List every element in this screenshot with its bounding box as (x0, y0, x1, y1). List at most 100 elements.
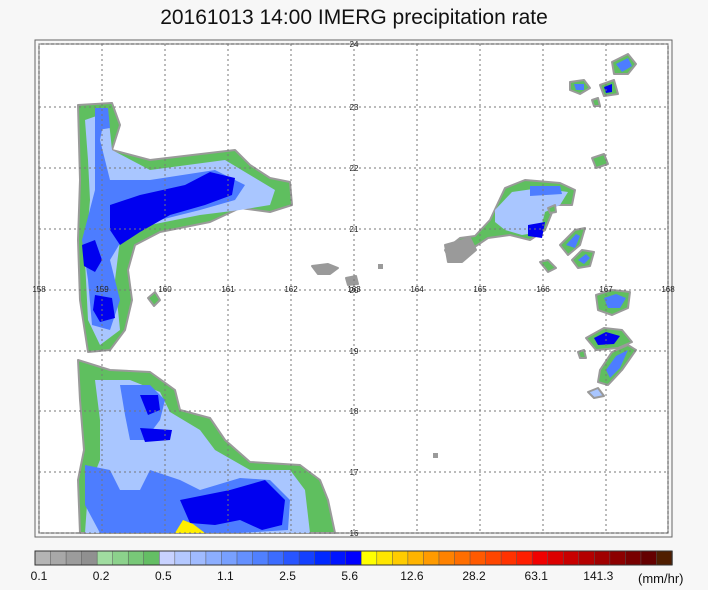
colorbar-swatch (65, 550, 83, 566)
colorbar-tick-label: 0.1 (31, 569, 48, 583)
colorbar-swatch (329, 550, 347, 566)
longitude-label: 161 (221, 285, 235, 294)
latitude-label: 21 (350, 225, 359, 234)
rain-cell-gray (433, 453, 438, 458)
colorbar-swatch (112, 550, 129, 566)
colorbar-swatch (469, 550, 487, 566)
colorbar-tick-label: 1.1 (217, 569, 234, 583)
colorbar-swatch (485, 550, 502, 566)
rain-core-deep-blue (140, 395, 160, 415)
longitude-label: 168 (661, 285, 675, 294)
rain-cell-blue (574, 84, 584, 90)
colorbar-swatch (314, 550, 331, 566)
graticule-labels: 158 159 160 161 162 163 164 165 166 167 168 16 17 18 1… (32, 40, 675, 538)
colorbar-swatch (454, 550, 471, 566)
rain-cell-blue (616, 58, 632, 72)
rain-cell-blue (604, 294, 626, 308)
colorbar-swatch (361, 550, 378, 566)
rain-core-deep-blue (140, 428, 172, 442)
rain-cell-green (147, 291, 161, 307)
longitude-label: 165 (473, 285, 487, 294)
colorbar-labels: 0.1 0.2 0.5 1.1 2.5 5.6 12.6 28.2 63.1 141.3 (31, 569, 614, 583)
colorbar-swatch (96, 550, 114, 566)
colorbar-swatch (656, 550, 673, 566)
colorbar-swatch (625, 550, 642, 566)
longitude-label: 162 (284, 285, 298, 294)
colorbar-swatch (34, 550, 52, 566)
rain-core-deep-blue (594, 332, 620, 345)
colorbar-swatch (392, 550, 409, 566)
colorbar-swatch (407, 550, 425, 566)
colorbar-swatch (640, 550, 658, 566)
colorbar-tick-label: 5.6 (341, 569, 358, 583)
rain-region-blue (530, 186, 562, 196)
rain-cell-blue (566, 234, 580, 248)
colorbar-swatch (205, 550, 223, 566)
colorbar-tick-label: 0.2 (93, 569, 110, 583)
latitude-label: 19 (350, 347, 359, 356)
latitude-label: 20 (350, 286, 359, 295)
rain-core-yellow (175, 520, 205, 533)
colorbar-swatch (127, 550, 145, 566)
colorbar-swatch (438, 550, 456, 566)
colorbar-swatch (190, 550, 207, 566)
rain-cell-blue (606, 350, 628, 378)
rain-core-deep-blue (93, 295, 115, 322)
latitude-label: 16 (350, 529, 359, 538)
colorbar-swatch (423, 550, 440, 566)
colorbar-tick-label: 141.3 (583, 569, 613, 583)
precipitation-layer (77, 53, 637, 534)
colorbar-tick-label: 0.5 (155, 569, 172, 583)
colorbar-swatch (578, 550, 596, 566)
rain-cell-blue (578, 254, 590, 264)
colorbar-swatch (283, 550, 300, 566)
latitude-label: 17 (350, 468, 359, 477)
latitude-label: 24 (350, 40, 359, 49)
rain-cell-gray (345, 275, 359, 286)
colorbar-frame (34, 550, 673, 566)
rain-region-pale-blue (495, 188, 568, 235)
rain-cell-gray (444, 237, 477, 263)
rain-core-deep-blue (82, 240, 102, 272)
precipitation-map: 158 159 160 161 162 163 164 165 166 167 168 16 17 18 1… (32, 39, 675, 538)
longitude-label: 158 (32, 285, 46, 294)
colorbar-tick-label: 63.1 (525, 569, 549, 583)
graticule (38, 43, 669, 534)
colorbar-swatch (298, 550, 316, 566)
longitude-label: 164 (410, 285, 424, 294)
latitude-label: 22 (350, 164, 359, 173)
rain-cell-green (591, 97, 601, 107)
rain-cell-green (591, 153, 609, 169)
colorbar-swatch (562, 550, 580, 566)
rain-cell-green (577, 349, 587, 359)
longitude-label: 160 (158, 285, 172, 294)
map-frame-outer (34, 39, 673, 538)
colorbar-swatch (345, 550, 363, 566)
colorbar-tick-label: 2.5 (279, 569, 296, 583)
rain-core-deep-blue (528, 222, 545, 238)
colorbar-tick-label: 12.6 (400, 569, 424, 583)
rain-cell-green (547, 204, 557, 214)
colorbar-swatch (609, 550, 627, 566)
colorbar-swatch (516, 550, 533, 566)
colorbar-swatch (252, 550, 269, 566)
rain-core-deep-blue (180, 480, 285, 530)
colorbar-swatch (267, 550, 285, 566)
colorbar-swatch (594, 550, 611, 566)
rain-cell-pale-blue (587, 387, 605, 399)
rain-cell-gray (378, 264, 383, 269)
colorbar-swatch (500, 550, 518, 566)
latitude-label: 23 (350, 103, 359, 112)
colorbar-swatch (236, 550, 254, 566)
colorbar-swatch (81, 550, 98, 566)
rain-core-deep-blue (110, 172, 235, 245)
colorbar-swatches (34, 550, 673, 566)
longitude-label: 163 (347, 285, 361, 294)
rain-cell-green (539, 259, 557, 273)
chart-title: 20161013 14:00 IMERG precipitation rate (160, 6, 548, 29)
rain-cell-gray (311, 263, 339, 275)
colorbar-swatch (143, 550, 161, 566)
colorbar-swatch (531, 550, 549, 566)
longitude-label: 166 (536, 285, 550, 294)
